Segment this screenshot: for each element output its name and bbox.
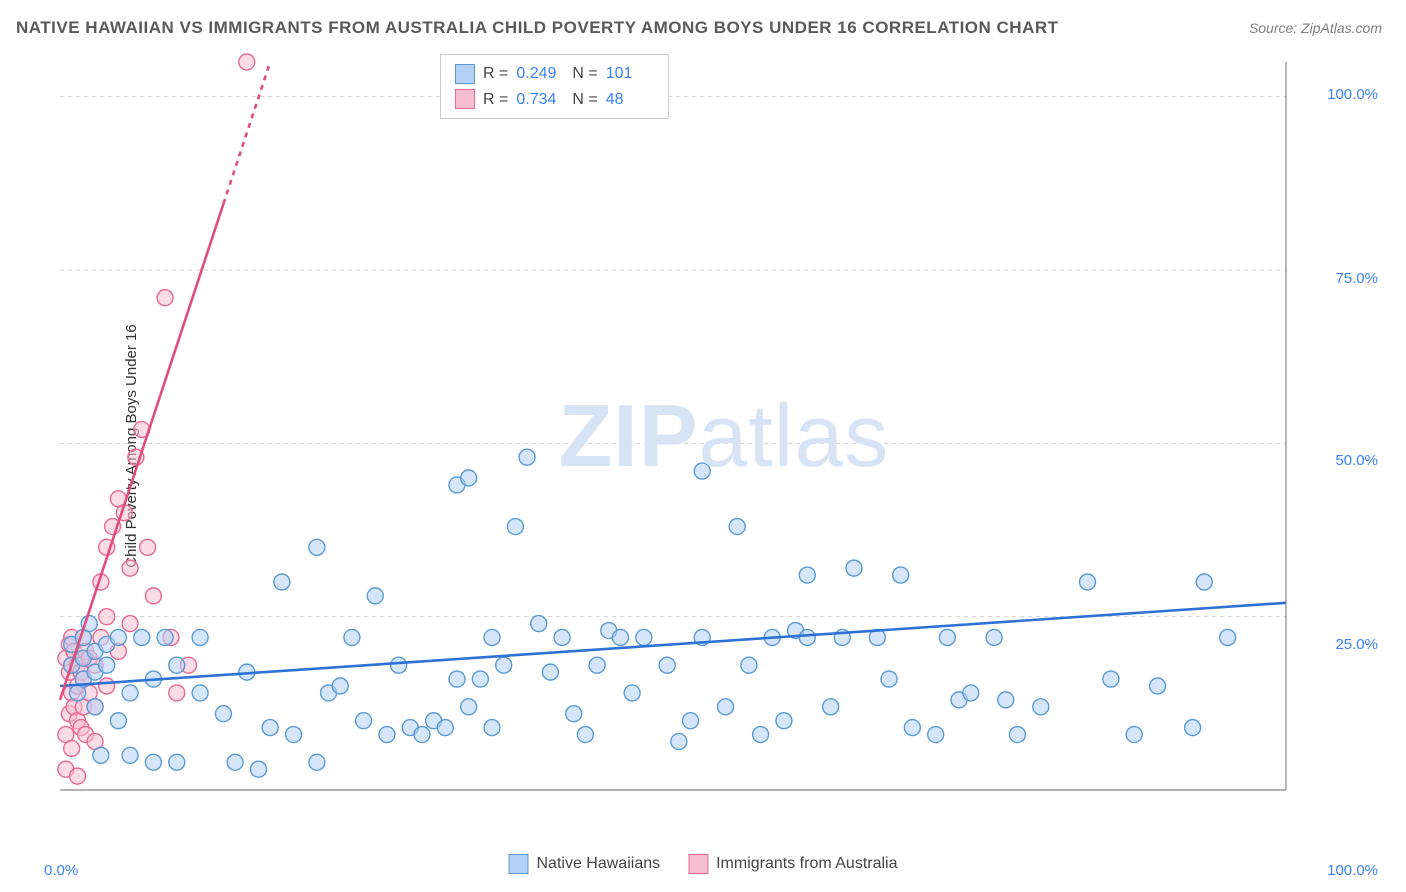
- legend-swatch-pink-2: [688, 854, 708, 874]
- x-tick-0: 0.0%: [44, 862, 78, 879]
- legend-swatch-blue: [455, 64, 475, 84]
- chart-container: NATIVE HAWAIIAN VS IMMIGRANTS FROM AUSTR…: [0, 0, 1406, 892]
- n-value-1: 101: [606, 61, 654, 87]
- r-label: R =: [483, 61, 508, 87]
- legend-swatch-pink: [455, 89, 475, 109]
- n-label: N =: [572, 61, 597, 87]
- r-label-2: R =: [483, 87, 508, 113]
- legend-stats-row-1: R = 0.249 N = 101: [455, 61, 654, 87]
- legend-label-2: Immigrants from Australia: [716, 855, 897, 873]
- legend-stats-row-2: R = 0.734 N = 48: [455, 87, 654, 113]
- legend-swatch-blue-2: [509, 854, 529, 874]
- n-label-2: N =: [572, 87, 597, 113]
- y-tick-25: 25.0%: [1335, 636, 1378, 653]
- x-tick-100: 100.0%: [1327, 862, 1378, 879]
- legend-stats: R = 0.249 N = 101 R = 0.734 N = 48: [440, 54, 669, 119]
- legend-label-1: Native Hawaiians: [537, 855, 661, 873]
- r-value-2: 0.734: [516, 87, 564, 113]
- legend-series: Native Hawaiians Immigrants from Austral…: [509, 854, 898, 874]
- scatter-chart-svg: [50, 52, 1346, 820]
- chart-title: NATIVE HAWAIIAN VS IMMIGRANTS FROM AUSTR…: [16, 18, 1059, 38]
- y-tick-50: 50.0%: [1335, 452, 1378, 469]
- source-attribution: Source: ZipAtlas.com: [1249, 20, 1382, 36]
- y-tick-75: 75.0%: [1335, 270, 1378, 287]
- y-tick-100: 100.0%: [1327, 86, 1378, 103]
- n-value-2: 48: [606, 87, 654, 113]
- plot-area: ZIPatlas: [50, 52, 1346, 820]
- legend-item-immigrants-australia: Immigrants from Australia: [688, 854, 897, 874]
- legend-item-native-hawaiians: Native Hawaiians: [509, 854, 661, 874]
- r-value-1: 0.249: [516, 61, 564, 87]
